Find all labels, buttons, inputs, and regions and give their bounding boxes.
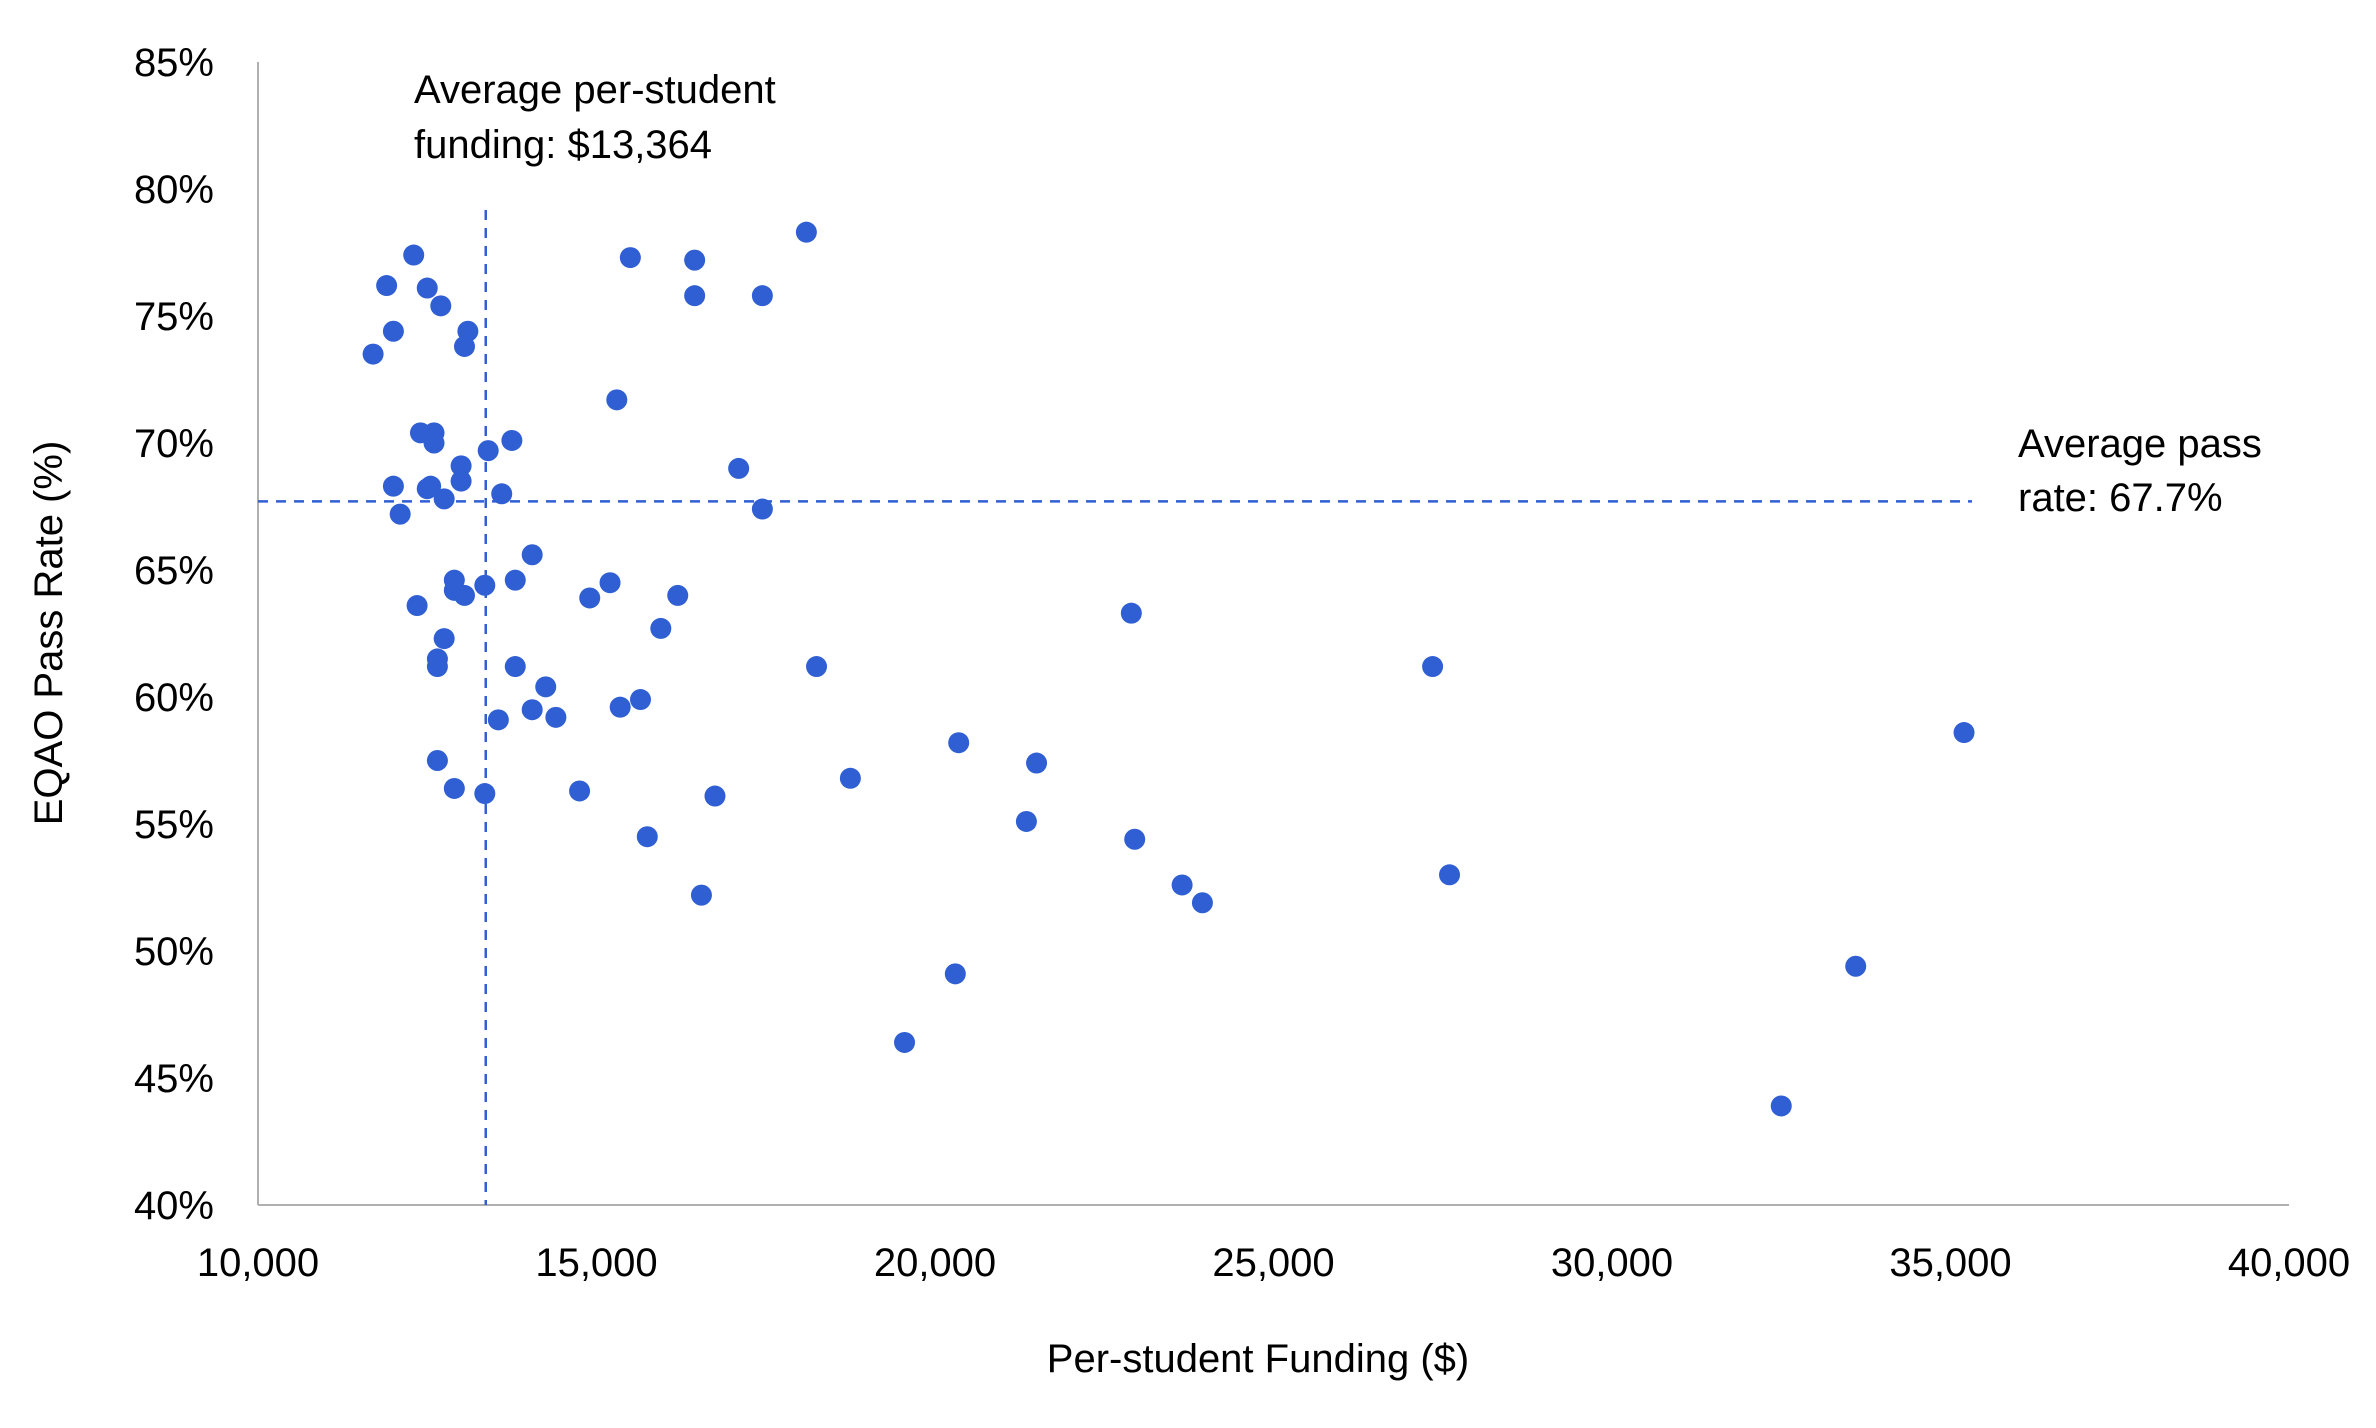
average-funding-annotation-line-1: Average per-student	[414, 68, 776, 112]
data-point	[450, 455, 472, 477]
data-point	[474, 783, 496, 805]
x-tick-label: 20,000	[874, 1241, 996, 1285]
data-point	[1124, 828, 1146, 850]
data-point	[423, 432, 445, 454]
reference-lines	[258, 210, 1972, 1205]
data-point	[504, 656, 526, 678]
data-point	[443, 777, 465, 799]
average-funding-annotation: Average per-student funding: $13,364	[414, 68, 787, 167]
data-point	[426, 656, 448, 678]
data-points	[362, 221, 1975, 1117]
data-point	[420, 475, 442, 497]
data-point	[650, 617, 672, 639]
y-tick-label: 40%	[134, 1184, 214, 1228]
data-point	[403, 244, 425, 266]
x-tick-label: 35,000	[1889, 1241, 2011, 1285]
y-tick-label: 50%	[134, 930, 214, 974]
data-point	[606, 389, 628, 411]
data-point	[619, 247, 641, 269]
x-tick-label: 25,000	[1212, 1241, 1334, 1285]
y-tick-label: 45%	[134, 1057, 214, 1101]
data-point	[362, 343, 384, 365]
data-point	[487, 709, 509, 731]
data-point	[636, 826, 658, 848]
x-tick-label: 30,000	[1551, 1241, 1673, 1285]
y-tick-label: 75%	[134, 295, 214, 339]
data-point	[389, 503, 411, 525]
y-tick-label: 80%	[134, 168, 214, 212]
axes	[257, 62, 2289, 1206]
data-point	[806, 656, 828, 678]
x-tick-label: 15,000	[535, 1241, 657, 1285]
data-point	[728, 457, 750, 479]
data-point	[477, 440, 499, 462]
data-point	[1422, 656, 1444, 678]
data-point	[751, 285, 773, 307]
data-point	[535, 676, 557, 698]
average-pass-rate-annotation-line-1: Average pass	[2018, 422, 2262, 466]
x-axis-title: Per-student Funding ($)	[1047, 1337, 1469, 1381]
data-point	[521, 544, 543, 566]
y-tick-label: 60%	[134, 676, 214, 720]
y-tick-label: 70%	[134, 422, 214, 466]
data-point	[545, 706, 567, 728]
data-point	[630, 689, 652, 711]
y-axis-title: EQAO Pass Rate (%)	[27, 441, 71, 826]
data-point	[382, 320, 404, 342]
data-point	[453, 335, 475, 357]
data-point	[667, 584, 689, 606]
data-point	[1770, 1095, 1792, 1117]
data-point	[376, 275, 398, 297]
data-point	[1191, 892, 1213, 914]
x-tick-labels: 10,000 15,000 20,000 25,000 30,000 35,000 40,0…	[197, 1241, 2350, 1285]
data-point	[579, 587, 601, 609]
data-point	[504, 569, 526, 591]
data-point	[382, 475, 404, 497]
data-point	[426, 750, 448, 771]
data-point	[690, 884, 712, 906]
data-point	[751, 498, 773, 520]
data-point	[944, 963, 966, 985]
data-point	[501, 429, 523, 451]
y-tick-label: 55%	[134, 803, 214, 847]
data-point	[453, 584, 475, 606]
data-point	[569, 780, 591, 802]
data-point	[416, 277, 438, 299]
average-pass-rate-annotation-line-2: rate: 67.7%	[2018, 476, 2223, 520]
data-point	[894, 1031, 916, 1053]
y-tick-label: 65%	[134, 549, 214, 593]
data-point	[430, 295, 452, 317]
data-point	[684, 285, 706, 307]
data-point	[948, 732, 970, 754]
data-point	[1015, 810, 1037, 832]
data-point	[1845, 955, 1867, 977]
y-tick-labels: 40% 45% 50% 55% 60% 65% 70% 75% 80% 85%	[134, 41, 214, 1228]
data-point	[433, 628, 455, 650]
data-point	[433, 488, 455, 510]
data-point	[1171, 874, 1193, 896]
data-point	[521, 699, 543, 721]
data-point	[795, 221, 817, 243]
data-point	[609, 696, 631, 718]
data-point	[1026, 752, 1048, 774]
x-tick-label: 10,000	[197, 1241, 319, 1285]
data-point	[839, 767, 861, 789]
data-point	[704, 785, 726, 807]
average-pass-rate-annotation: Average pass rate: 67.7%	[2018, 422, 2273, 520]
data-point	[491, 483, 513, 505]
data-point	[474, 574, 496, 596]
data-point	[450, 470, 472, 492]
data-point	[599, 572, 621, 594]
x-tick-label: 40,000	[2228, 1241, 2350, 1285]
data-point	[684, 249, 706, 271]
data-point	[406, 595, 428, 617]
data-point	[1120, 602, 1142, 624]
data-point	[1953, 722, 1975, 744]
y-tick-label: 85%	[134, 41, 214, 85]
data-point	[1439, 864, 1461, 886]
average-funding-annotation-line-2: funding: $13,364	[414, 123, 712, 167]
